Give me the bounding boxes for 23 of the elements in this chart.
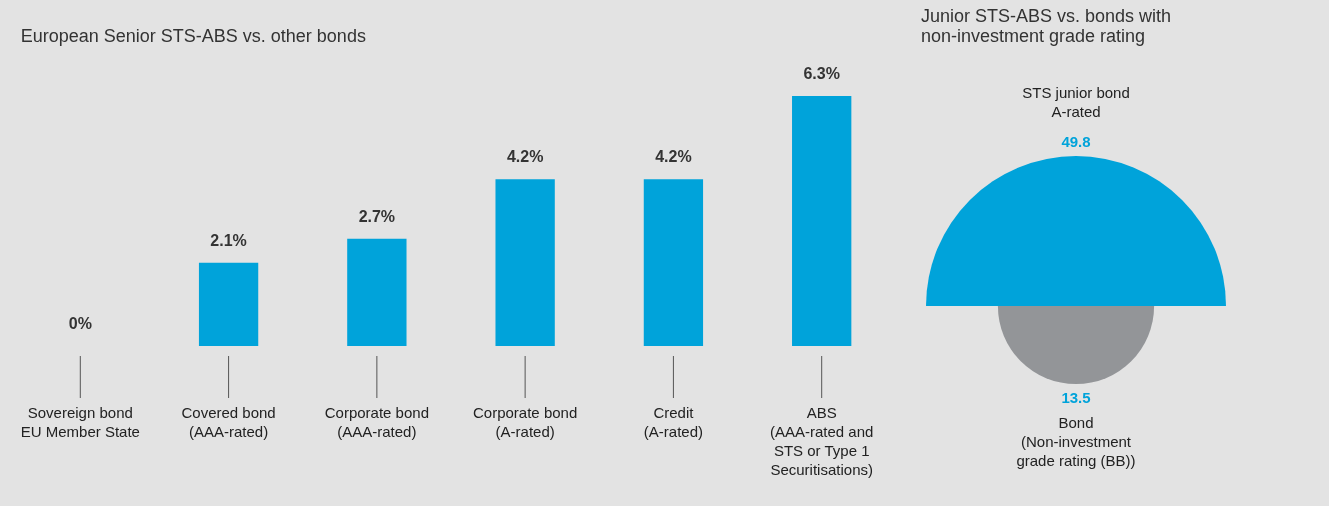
data-label: 2.1% (210, 231, 247, 249)
data-label: 2.7% (358, 207, 396, 225)
text: Junior STS-ABS vs. bonds with non-investment grade rating (921, 6, 1172, 46)
category-label: Bond (Non-investment grade rating (BB)) (1016, 414, 1136, 470)
bar (792, 96, 852, 346)
bar (643, 179, 704, 346)
data-label: 49.8 (1061, 133, 1091, 150)
data-label: 4.2% (655, 148, 692, 166)
chart-title: European Senior STS-ABS vs. other bonds (20, 26, 366, 46)
bar (347, 238, 407, 346)
bar (198, 262, 259, 346)
data-label: 6.3% (803, 65, 840, 82)
x-tick-label: ABS (AAA-rated and STS or Type 1 Securitisations) (769, 404, 874, 478)
x-tick-label: Covered bond (AAA-rated) (181, 404, 276, 440)
x-tick-label: Sovereign bond EU Member State (20, 404, 140, 440)
data-label: 13.5 (1061, 389, 1091, 407)
x-tick-label: Corporate bond (AAA-rated) (324, 404, 429, 440)
data-label: 0% (68, 315, 92, 332)
x-tick-label: Credit (A-rated) (643, 404, 704, 440)
x-tick-label: Corporate bond (A-rated) (473, 404, 578, 440)
category-label: STS junior bond A-rated (1022, 84, 1130, 120)
bar (495, 179, 555, 346)
data-label: 4.2% (506, 148, 544, 166)
